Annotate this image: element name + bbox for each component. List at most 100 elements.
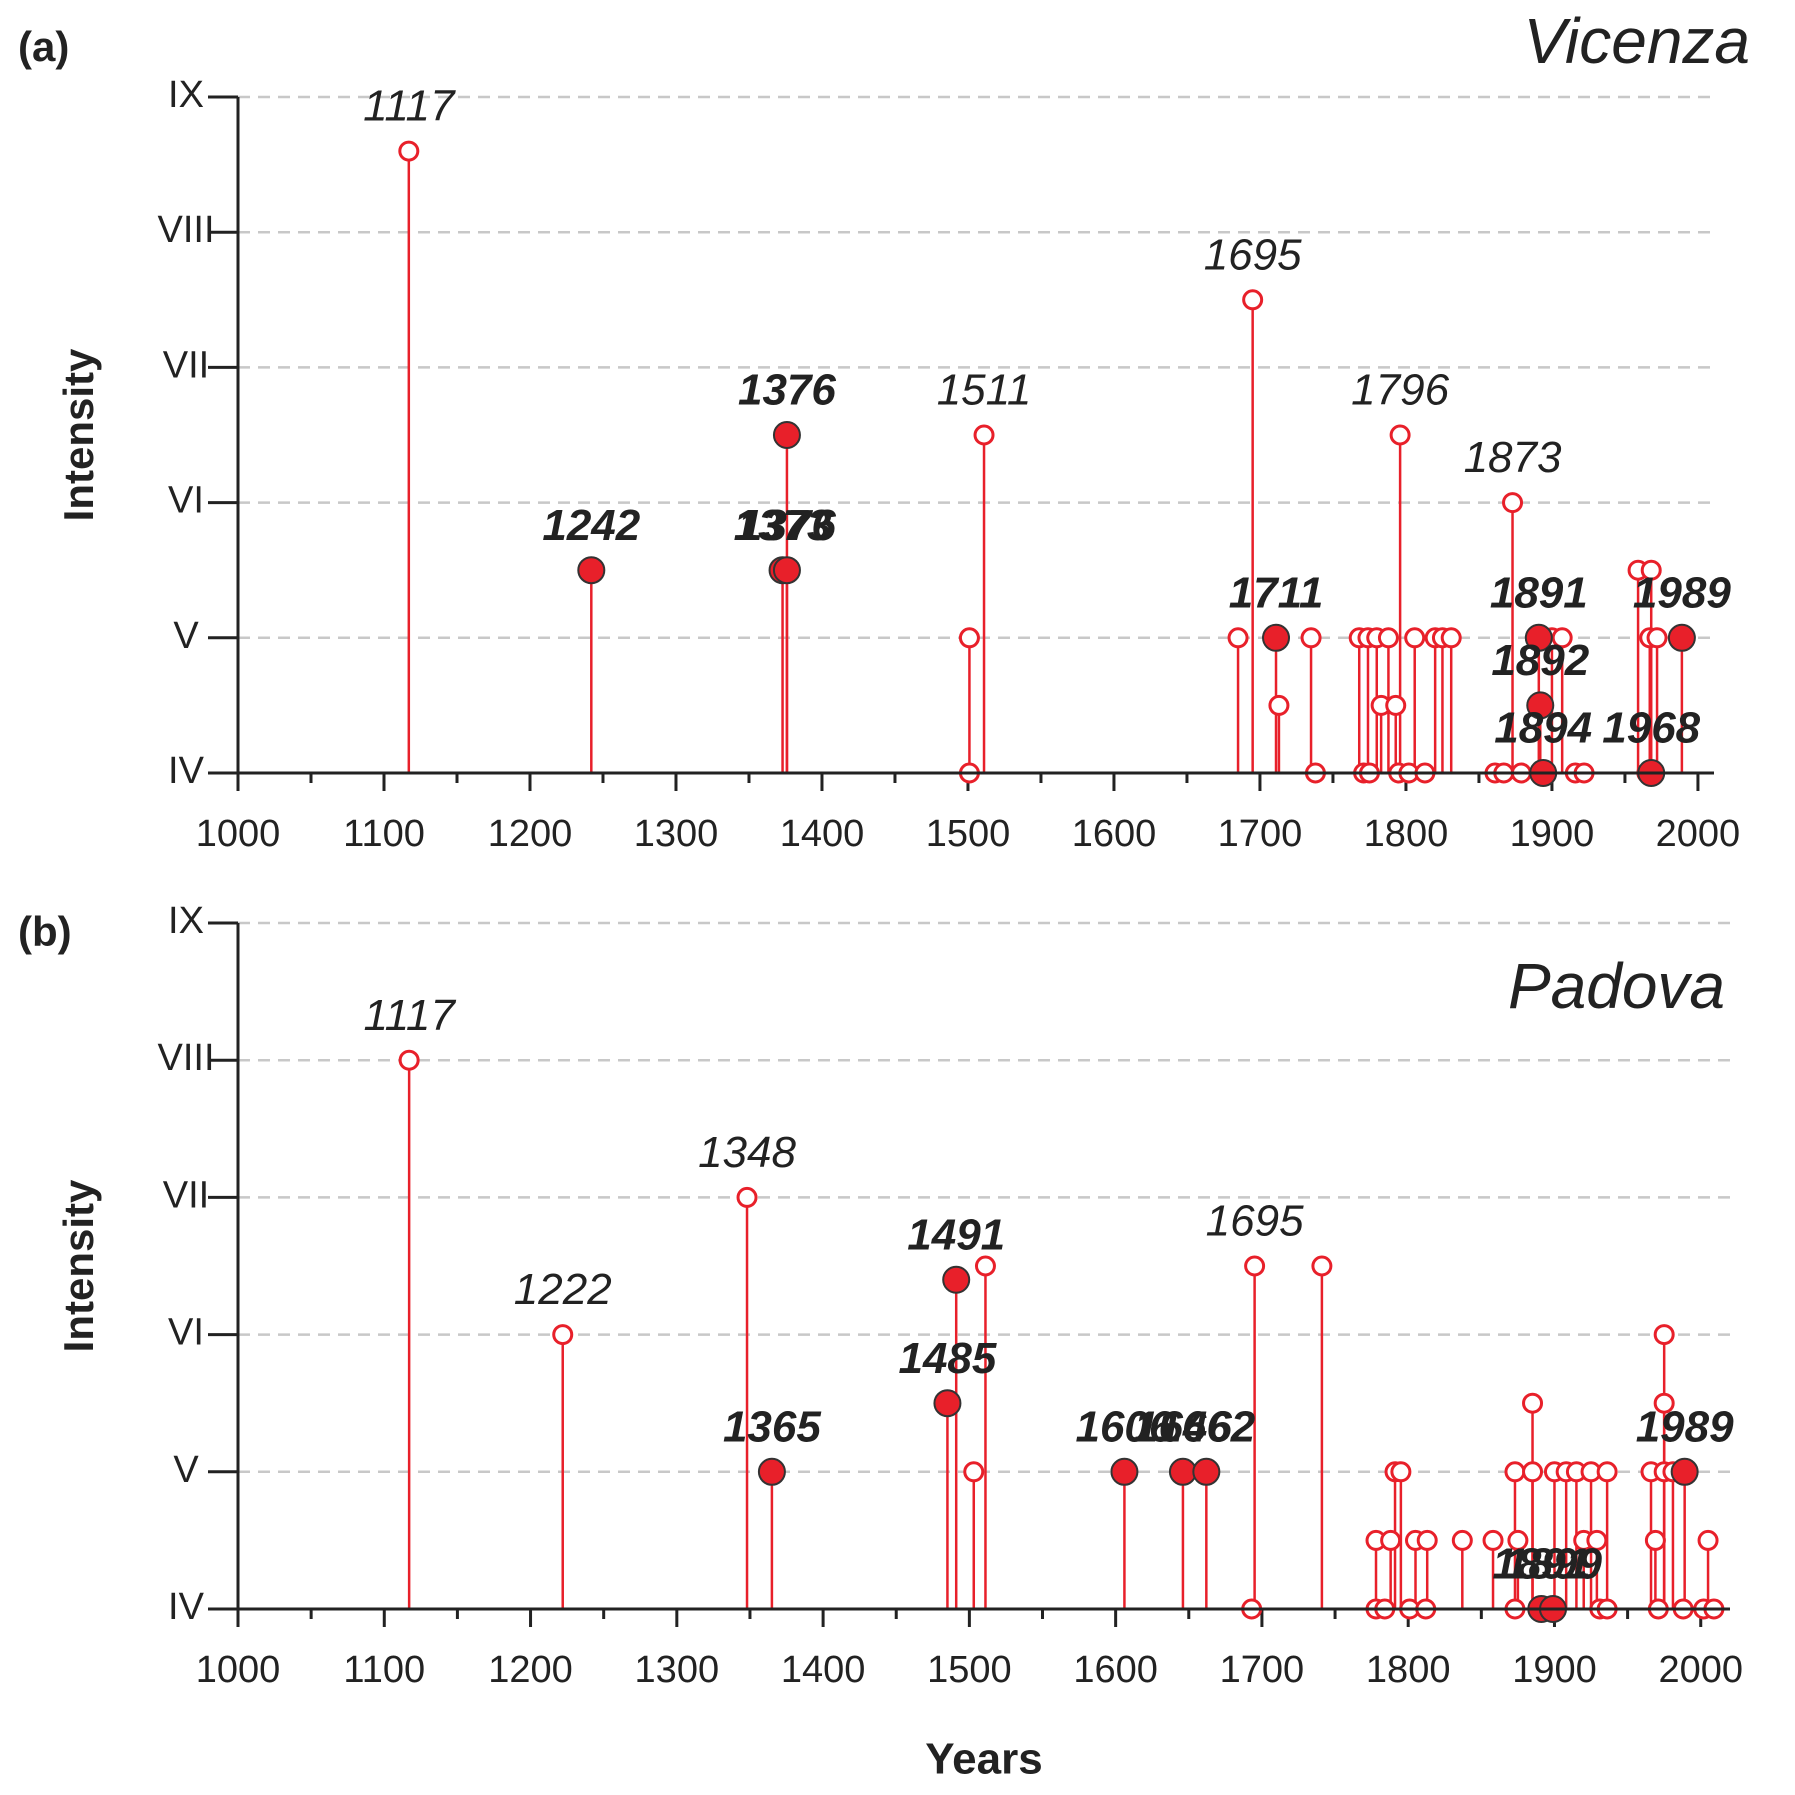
x-tick-label: 1000 bbox=[196, 813, 281, 855]
point-label: 1222 bbox=[514, 1265, 612, 1314]
open-marker bbox=[398, 1049, 420, 1071]
open-marker bbox=[1653, 1324, 1675, 1346]
point-label: 1376 bbox=[738, 501, 836, 550]
y-tick-label: VII bbox=[163, 344, 209, 386]
point-label: 1891 bbox=[1492, 1540, 1590, 1589]
x-tick-label: 1600 bbox=[1072, 813, 1157, 855]
point-label: 1662 bbox=[1157, 1402, 1255, 1451]
x-tick-label: 1200 bbox=[488, 1649, 573, 1691]
x-axis-label: Years bbox=[925, 1735, 1042, 1784]
open-marker bbox=[1697, 1529, 1719, 1551]
point-label: 1695 bbox=[1204, 230, 1302, 279]
open-marker bbox=[1502, 492, 1524, 514]
filled-marker bbox=[577, 556, 606, 585]
open-marker bbox=[1640, 559, 1662, 581]
y-tick-label: VI bbox=[168, 480, 204, 522]
y-tick-label: V bbox=[173, 1449, 199, 1491]
open-marker bbox=[958, 627, 980, 649]
x-tick-label: 1000 bbox=[196, 1649, 281, 1691]
filled-marker bbox=[1110, 1457, 1139, 1486]
open-marker bbox=[973, 424, 995, 446]
x-tick-label: 1400 bbox=[781, 1649, 866, 1691]
panel-title: Padova bbox=[1508, 950, 1725, 1022]
open-marker bbox=[1300, 627, 1322, 649]
open-marker bbox=[1244, 1255, 1266, 1277]
point-label: 1117 bbox=[363, 991, 456, 1040]
point-label: 1646 bbox=[1134, 1402, 1232, 1451]
open-marker bbox=[1504, 1461, 1526, 1483]
x-tick-label: 1600 bbox=[1073, 1649, 1158, 1691]
x-tick-label: 1100 bbox=[343, 1649, 425, 1691]
y-tick-label: V bbox=[173, 615, 199, 657]
x-tick-label: 1700 bbox=[1218, 813, 1303, 855]
point-label: 1894 bbox=[1494, 704, 1592, 753]
filled-marker bbox=[1192, 1457, 1221, 1486]
open-marker bbox=[1644, 1529, 1666, 1551]
point-label: 1117 bbox=[363, 82, 456, 131]
point-label: 1695 bbox=[1206, 1197, 1304, 1246]
panel-label: (a) bbox=[18, 23, 69, 70]
y-tick-label: IX bbox=[168, 74, 204, 116]
open-marker bbox=[1389, 424, 1411, 446]
open-marker bbox=[1390, 1461, 1412, 1483]
open-marker bbox=[1416, 1529, 1438, 1551]
point-label: 1711 bbox=[1229, 568, 1324, 617]
open-marker bbox=[963, 1461, 985, 1483]
x-tick-label: 1900 bbox=[1510, 813, 1595, 855]
filled-marker bbox=[772, 556, 801, 585]
open-marker bbox=[1522, 1461, 1544, 1483]
x-tick-label: 1300 bbox=[635, 1649, 720, 1691]
y-axis-label: Intensity bbox=[55, 348, 102, 521]
open-marker bbox=[398, 140, 420, 162]
filled-marker bbox=[933, 1389, 962, 1418]
open-marker bbox=[1440, 627, 1462, 649]
filled-marker bbox=[772, 421, 801, 449]
x-tick-label: 1800 bbox=[1364, 813, 1449, 855]
x-tick-label: 1800 bbox=[1366, 1649, 1451, 1691]
open-marker bbox=[736, 1186, 758, 1208]
x-tick-label: 1300 bbox=[634, 813, 719, 855]
x-tick-label: 2000 bbox=[1656, 813, 1741, 855]
filled-marker bbox=[1524, 623, 1553, 652]
y-axis-label: Intensity bbox=[55, 1179, 102, 1352]
open-marker bbox=[1586, 1529, 1608, 1551]
point-label: 1491 bbox=[907, 1210, 1005, 1259]
open-marker bbox=[1404, 627, 1426, 649]
point-label: 1796 bbox=[1351, 366, 1449, 415]
open-marker bbox=[1646, 627, 1668, 649]
open-marker bbox=[1377, 627, 1399, 649]
x-tick-label: 1500 bbox=[927, 1649, 1012, 1691]
panel-label: (b) bbox=[18, 908, 72, 955]
open-marker bbox=[974, 1255, 996, 1277]
open-marker bbox=[1385, 694, 1407, 716]
point-label: 1376 bbox=[738, 366, 836, 415]
y-tick-label: VII bbox=[163, 1174, 209, 1216]
open-marker bbox=[1380, 1529, 1402, 1551]
open-marker bbox=[1311, 1255, 1333, 1277]
panel-title: Vicenza bbox=[1523, 5, 1750, 77]
filled-marker bbox=[1526, 691, 1555, 720]
open-marker bbox=[1451, 1529, 1473, 1551]
y-tick-label: IV bbox=[168, 750, 205, 792]
open-marker bbox=[1268, 694, 1290, 716]
point-label: 1989 bbox=[1633, 568, 1731, 617]
open-marker bbox=[552, 1324, 574, 1346]
filled-marker bbox=[1262, 623, 1291, 652]
open-marker bbox=[1227, 627, 1249, 649]
point-label: 1242 bbox=[542, 501, 640, 550]
open-marker bbox=[1653, 1392, 1675, 1414]
point-label: 1899 bbox=[1504, 1540, 1602, 1589]
point-label: 1968 bbox=[1602, 704, 1700, 753]
filled-marker bbox=[757, 1457, 786, 1486]
point-label: 1511 bbox=[937, 366, 1032, 415]
point-label: 1892 bbox=[1491, 636, 1589, 685]
y-tick-label: VI bbox=[168, 1312, 204, 1354]
x-tick-label: 1100 bbox=[343, 813, 425, 855]
filled-marker bbox=[1667, 623, 1696, 652]
open-marker bbox=[1482, 1529, 1504, 1551]
filled-marker bbox=[1670, 1457, 1699, 1486]
point-label: 1606 bbox=[1075, 1402, 1173, 1451]
open-marker bbox=[1242, 289, 1264, 311]
x-tick-label: 2000 bbox=[1658, 1649, 1743, 1691]
